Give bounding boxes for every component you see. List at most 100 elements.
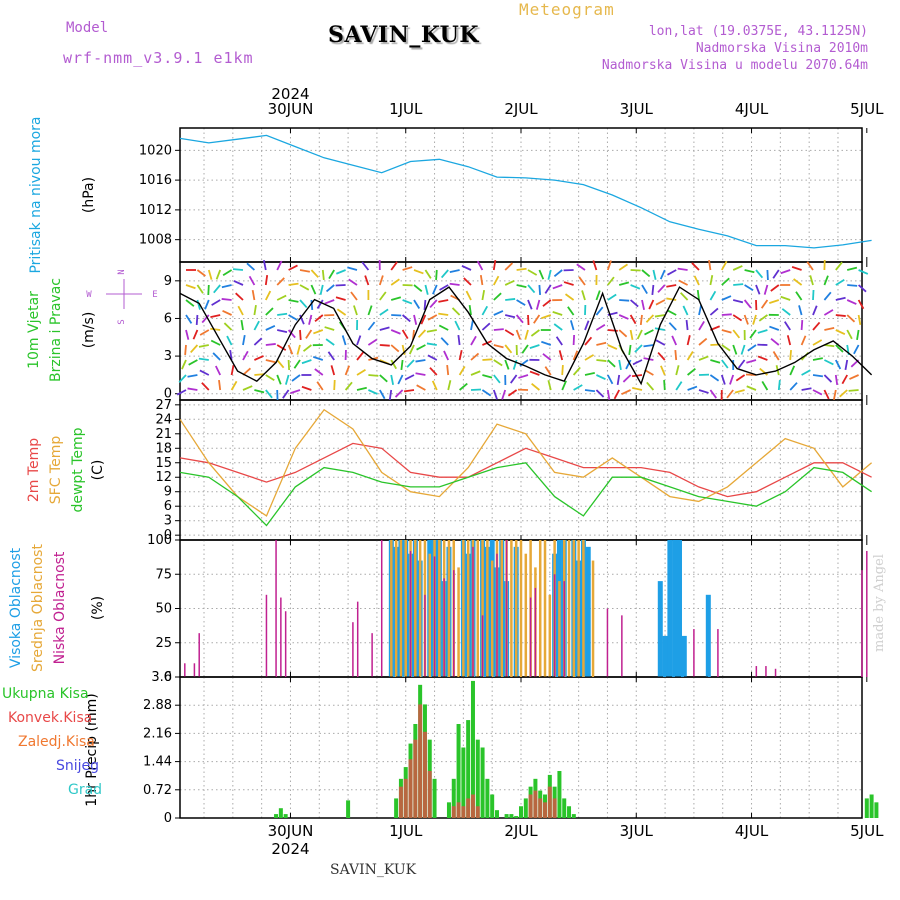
wind-barb	[424, 269, 432, 279]
compass-north: N	[117, 269, 127, 274]
wind-barb	[210, 339, 221, 346]
wind-barb	[744, 284, 754, 292]
wind-barb	[426, 329, 437, 333]
wind-barb	[584, 389, 596, 393]
wind-barb	[504, 279, 515, 286]
cloud-bar-0	[657, 581, 663, 677]
wind-barb	[199, 329, 210, 336]
wind-barb	[606, 389, 611, 401]
wind-barb	[440, 337, 449, 346]
wind-barb	[481, 305, 489, 316]
wind-barb	[846, 266, 858, 271]
wind-barb	[857, 314, 862, 326]
precip-bar-0	[494, 810, 499, 818]
wind-barb	[535, 299, 541, 310]
precip-bar-0	[864, 798, 869, 818]
wind-barb	[607, 344, 618, 350]
wind-barb	[185, 314, 193, 324]
wind-barb	[493, 374, 501, 384]
cloud-bar-1	[447, 540, 451, 677]
wind-barb	[416, 344, 426, 351]
wind-barb	[188, 359, 198, 366]
cloud-bar-1	[428, 553, 431, 677]
wind-barb	[276, 277, 285, 286]
y-tick-label: 0	[164, 670, 172, 685]
wind-barb	[654, 327, 665, 331]
wind-barb	[277, 312, 288, 316]
wind-barb	[201, 382, 210, 391]
wind-barb	[229, 349, 233, 361]
x-label-bottom: 5JUL	[850, 822, 884, 840]
wind-barb	[406, 359, 415, 368]
wind-barb	[770, 338, 780, 346]
precip-bar-0	[470, 680, 475, 818]
wind-barb	[547, 269, 552, 280]
wind-barb	[561, 380, 567, 391]
wind-barb	[732, 344, 738, 355]
wind-barb	[230, 380, 238, 391]
wind-barb	[299, 299, 308, 309]
precip-bar-0	[475, 739, 480, 818]
wind-barb	[795, 291, 803, 301]
wind-barb	[721, 277, 730, 286]
wind-barb	[470, 320, 474, 331]
wind-barb	[253, 320, 260, 331]
wind-barb	[361, 261, 370, 271]
precip-bar-1	[413, 739, 418, 818]
cloud-bar-2	[693, 629, 695, 677]
cloud-bar-1	[414, 540, 417, 677]
precip-bar-0	[274, 814, 279, 818]
wind-barb	[379, 344, 390, 347]
cloud-bar-1	[558, 581, 561, 677]
wind-barb	[350, 291, 358, 301]
cloud-bar-0	[585, 546, 591, 677]
wind-barb	[454, 320, 461, 331]
wind-barb	[447, 380, 452, 391]
pressure-ylabel: Pritisak na nivou mora	[28, 116, 44, 273]
cloud-bar-0	[672, 540, 678, 677]
wind-barb	[429, 367, 438, 376]
wind-barb	[544, 284, 552, 294]
wind-barb	[378, 275, 384, 286]
credit-text: made by Angel	[872, 554, 887, 652]
wind-barb	[655, 339, 666, 346]
wind-barb	[335, 296, 346, 301]
wind-barb	[541, 314, 552, 320]
wind-barb	[709, 275, 714, 286]
y-tick-label: 3	[164, 514, 172, 529]
wind-barb	[223, 322, 233, 331]
cloud-bar-2	[774, 668, 777, 677]
precip-bar-1	[427, 771, 432, 818]
wind-barb	[743, 299, 752, 309]
wind-barb	[470, 370, 481, 376]
wind-barb	[552, 284, 563, 290]
temp-line-1	[179, 408, 873, 517]
cloud-bar-2	[496, 553, 498, 677]
cloud-bar-1	[572, 540, 576, 677]
x-label-bottom: 3JUL	[620, 822, 654, 840]
wind-barb	[668, 322, 677, 331]
meteogram-title: Meteogram	[519, 0, 615, 19]
wind-barb	[290, 389, 301, 394]
wind-barb	[449, 282, 460, 286]
cloud-bar-1	[481, 540, 484, 677]
y-tick-label: 0	[164, 387, 172, 402]
wind-barb	[504, 314, 516, 319]
wind-barb	[341, 335, 347, 346]
wind-barb	[839, 389, 848, 398]
wind-barb	[344, 365, 351, 376]
wind-barb	[848, 389, 859, 392]
wind-barb	[221, 298, 232, 301]
wind-barb	[607, 293, 617, 301]
wind-barb	[356, 368, 366, 376]
wind-barb	[210, 314, 221, 318]
wind-barb	[185, 329, 190, 340]
wind-barb	[735, 374, 746, 382]
wind-barb	[390, 261, 398, 271]
wind-barb	[641, 299, 645, 310]
x-label-bottom: 4JUL	[735, 822, 769, 840]
wind-barb	[185, 299, 195, 307]
wind-barb	[618, 359, 622, 371]
wind-barb	[652, 269, 657, 280]
precip-bar-1	[398, 786, 403, 818]
